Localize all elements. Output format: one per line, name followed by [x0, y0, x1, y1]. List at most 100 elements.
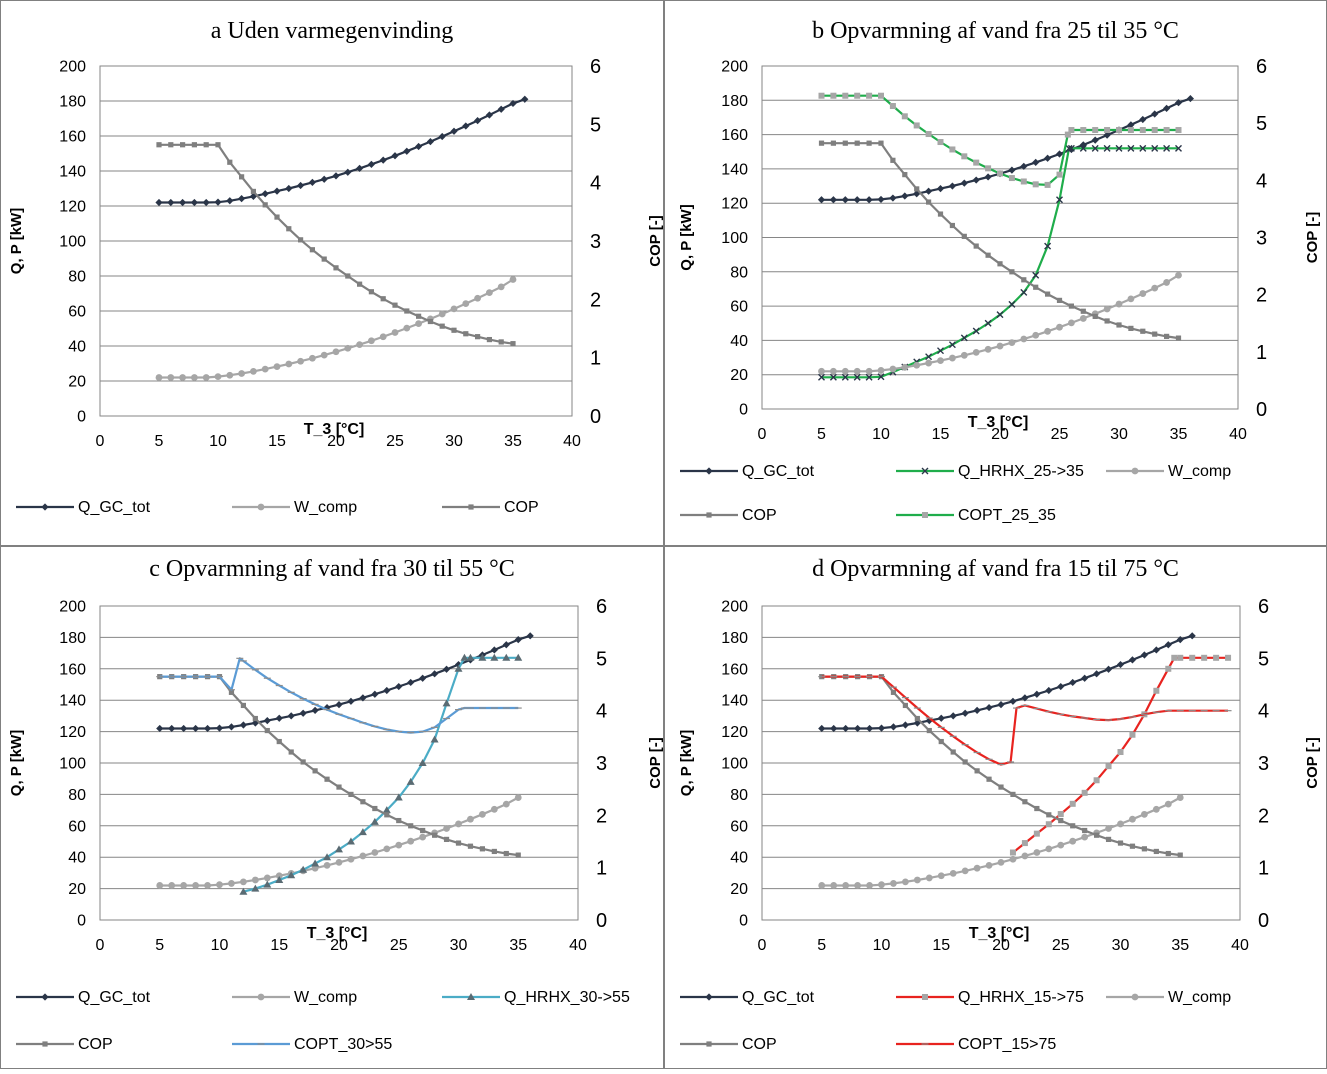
- x-axis-label: T_3 [°C]: [307, 925, 368, 942]
- legend-w-comp-point: [1131, 993, 1139, 1001]
- q-hrhx-25-35-point: [1056, 196, 1063, 204]
- cop-point: [1080, 308, 1086, 314]
- cop-point: [191, 142, 197, 148]
- x-tick-label: 15: [932, 426, 950, 443]
- q-hrhx-25-35-point: [996, 311, 1004, 319]
- q-gc-tot-point: [359, 694, 367, 702]
- q-gc-tot-point: [1021, 694, 1029, 702]
- q-gc-tot-point: [865, 196, 873, 204]
- x-tick-label: 0: [758, 937, 767, 954]
- q-gc-tot-point: [395, 682, 403, 691]
- cop-point: [890, 689, 897, 695]
- cop-point: [902, 172, 908, 178]
- q-gc-tot-point: [889, 723, 898, 731]
- q-gc-tot-point: [275, 714, 283, 722]
- y-tick-label: 120: [721, 196, 748, 213]
- q-gc-tot-point: [1139, 115, 1147, 124]
- cop-point: [914, 186, 920, 192]
- q-gc-tot-point: [1081, 674, 1089, 682]
- q-gc-tot-point: [973, 706, 981, 715]
- y-tick-label: 20: [68, 374, 86, 391]
- q-gc-tot-point: [526, 632, 534, 640]
- q-hrhx-15-75-point: [1201, 654, 1208, 661]
- cop-point: [228, 689, 235, 695]
- x-axis-label: T_3 [°C]: [968, 414, 1029, 431]
- q-gc-tot-point: [1164, 641, 1172, 649]
- y-tick-label: 40: [730, 850, 748, 867]
- legend-label: COP: [742, 507, 777, 524]
- q-hrhx-25-35-point: [1127, 144, 1135, 152]
- w-comp-point: [514, 794, 522, 801]
- x-tick-label: 30: [1110, 426, 1128, 443]
- q-gc-tot-point: [490, 646, 498, 654]
- y2-tick-label: 0: [590, 406, 601, 428]
- q-gc-tot-point: [1176, 635, 1184, 644]
- chart-panel-c: c Opvarmning af vand fra 30 til 55 °C020…: [8, 556, 664, 1053]
- q-hrhx-30-55-point: [275, 875, 284, 883]
- legend: Q_GC_tot W_comp COP: [16, 499, 539, 516]
- q-gc-tot-point: [1163, 104, 1171, 112]
- q-hrhx-25-35-point: [1115, 144, 1123, 152]
- cop-point: [1116, 322, 1122, 328]
- y2-axis-label: COP [-]: [1304, 212, 1321, 263]
- q-hrhx-25-35-point: [1032, 271, 1040, 279]
- y-tick-label: 40: [68, 850, 86, 867]
- q-hrhx-30-55-point: [430, 735, 439, 743]
- q-gc-tot-point: [1127, 121, 1135, 129]
- series-copt-25-35: [818, 92, 1182, 188]
- q-hrhx-30-55-point: [299, 865, 308, 873]
- cop-point: [455, 840, 462, 846]
- w-comp-point: [391, 329, 399, 336]
- legend: Q_GC_tot W_comp Q_HRHX_30->55 COP COPT_30>55: [16, 989, 630, 1053]
- legend-item-w-comp: W_comp: [1106, 463, 1231, 480]
- cop-point: [432, 832, 438, 838]
- y-tick-label: 20: [730, 367, 748, 384]
- q-hrhx-15-75-point: [1117, 749, 1124, 756]
- q-hrhx-25-35-point: [984, 319, 992, 327]
- cop-point: [997, 261, 1003, 267]
- copt-25-35-point: [937, 139, 944, 146]
- panel-title: a Uden varmegenvinding: [211, 18, 454, 44]
- q-gc-tot-point: [308, 178, 316, 186]
- y2-tick-label: 6: [1258, 596, 1269, 618]
- q-hrhx-30-55-point: [370, 817, 379, 825]
- cop-point: [1045, 291, 1051, 297]
- legend-label: Q_GC_tot: [78, 499, 151, 516]
- cop-point: [1010, 791, 1016, 797]
- q-gc-tot-point: [335, 700, 343, 709]
- legend-item-cop: COP: [680, 507, 777, 524]
- cop-point: [986, 776, 992, 782]
- x-tick-label: 15: [932, 937, 950, 954]
- q-hrhx-15-75-point: [1225, 654, 1232, 661]
- q-gc-tot-point: [1008, 166, 1016, 174]
- x-tick-label: 20: [992, 937, 1010, 954]
- q-hrhx-30-55-point: [418, 759, 427, 766]
- series-copt-30-55: [156, 657, 522, 734]
- cop-point: [1165, 850, 1171, 857]
- legend-item-copt-30-55: COPT_30>55: [232, 1036, 392, 1053]
- w-comp-point: [497, 283, 505, 291]
- copt-25-35-point: [997, 170, 1003, 177]
- y-axis-label: Q, P [kW]: [678, 204, 695, 270]
- q-hrhx-15-75-point: [1153, 687, 1160, 694]
- x-tick-label: 30: [445, 433, 463, 450]
- q-gc-tot-point: [936, 185, 945, 193]
- x-tick-label: 35: [1170, 426, 1188, 443]
- q-hrhx-30-55-point: [323, 853, 332, 861]
- x-tick-label: 10: [872, 426, 890, 443]
- legend-label: Q_GC_tot: [742, 989, 815, 1006]
- w-comp-point: [490, 805, 498, 813]
- cop-point: [168, 142, 174, 148]
- y2-tick-label: 4: [596, 701, 607, 723]
- q-gc-tot-point: [407, 678, 415, 687]
- q-gc-tot-point: [1045, 686, 1053, 695]
- q-gc-tot-point: [214, 198, 222, 206]
- x-tick-label: 25: [386, 433, 404, 450]
- q-gc-tot-point: [1044, 154, 1052, 162]
- x-tick-label: 40: [563, 433, 581, 450]
- panel-letter: d: [812, 556, 824, 582]
- q-hrhx-25-35-point: [877, 373, 885, 381]
- w-comp-point: [368, 337, 375, 345]
- cop-point: [914, 715, 920, 722]
- q-hrhx-30-55-point: [358, 828, 367, 836]
